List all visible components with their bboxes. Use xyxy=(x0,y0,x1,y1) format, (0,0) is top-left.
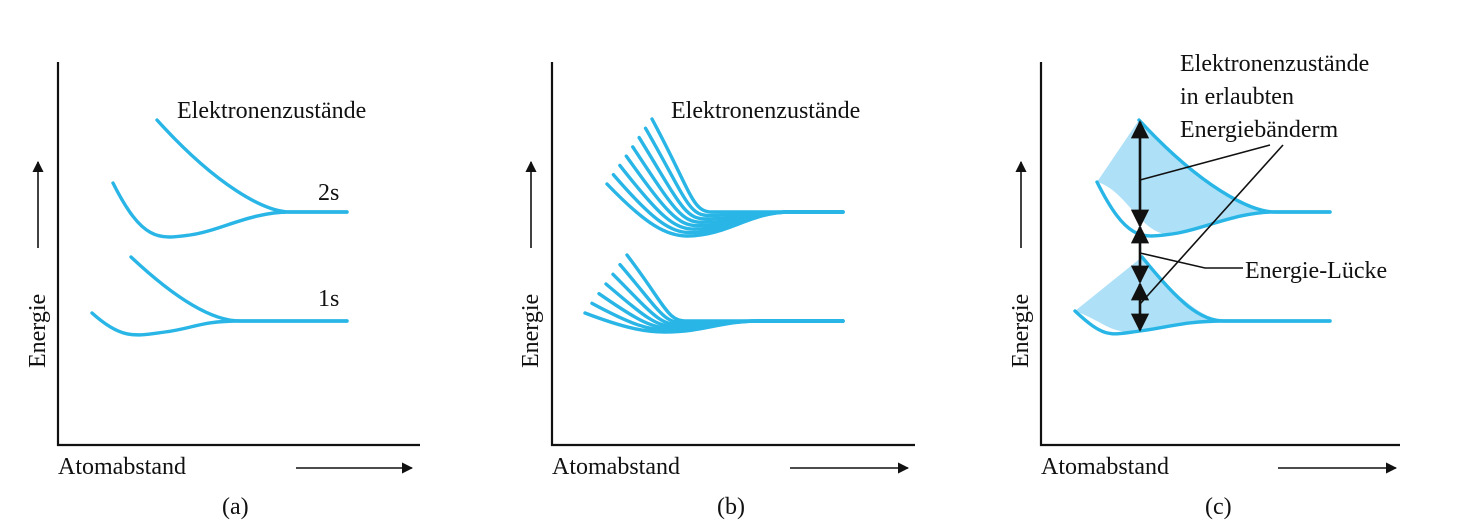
panel-a-x-axis-label: Atomabstand xyxy=(58,454,186,480)
panel-c-x-axis-label: Atomabstand xyxy=(1041,454,1169,480)
panel-a-curves xyxy=(90,118,349,337)
level-1s-lower-curve xyxy=(90,311,349,337)
panel-c-band-label-line-1: Elektronenzustände xyxy=(1180,51,1369,77)
panel-c-leader-line-lower xyxy=(1139,144,1284,305)
panel-c-band-label-line-2: in erlaubten xyxy=(1180,84,1294,110)
panel-c-axes xyxy=(1039,62,1400,447)
upper-level-branch-curve xyxy=(643,126,845,218)
panel-c-lower-band-fill xyxy=(1075,257,1225,332)
panel-a-1s-label: 1s xyxy=(318,286,339,312)
panel-b-curves xyxy=(583,117,845,334)
panel-c-band-label-line-3: Energiebänderm xyxy=(1180,117,1338,143)
panel-a-2s-label: 2s xyxy=(318,180,339,206)
panel-b-y-axis-label: Energie xyxy=(518,294,544,368)
panel-b-x-axis-label: Atomabstand xyxy=(552,454,680,480)
panel-a-caption: (a) xyxy=(222,494,249,520)
panel-a-y-axis-label: Energie xyxy=(25,294,51,368)
lower-level-branch-curve xyxy=(583,311,845,334)
panel-c-leader-line-upper xyxy=(1139,144,1271,181)
panel-b-states-label: Elektronenzustände xyxy=(671,98,860,124)
upper-level-branch-curve xyxy=(650,117,845,214)
panel-a-axes xyxy=(56,62,420,447)
panel-a: Energie Atomabstand (a) Elektronenzustän… xyxy=(25,62,420,520)
panel-c-caption: (c) xyxy=(1205,494,1232,520)
level-1s-upper-curve xyxy=(129,255,349,323)
panel-b: Energie Atomabstand (b) Elektronenzustän… xyxy=(518,62,915,520)
panel-b-caption: (b) xyxy=(717,494,745,520)
panel-b-axes xyxy=(550,62,915,447)
panel-a-states-label: Elektronenzustände xyxy=(177,98,366,124)
upper-level-branch-curve xyxy=(605,182,845,238)
panel-c: Energie Atomabstand (c) Elektronenzustän… xyxy=(1008,51,1400,520)
level-2s-lower-curve xyxy=(111,181,349,239)
panel-c-y-axis-label: Energie xyxy=(1008,294,1034,368)
panel-c-gap-label: Energie-Lücke xyxy=(1245,258,1387,284)
panel-c-gap-leader-line xyxy=(1139,252,1243,269)
upper-band-bottom-curve xyxy=(1095,180,1332,238)
